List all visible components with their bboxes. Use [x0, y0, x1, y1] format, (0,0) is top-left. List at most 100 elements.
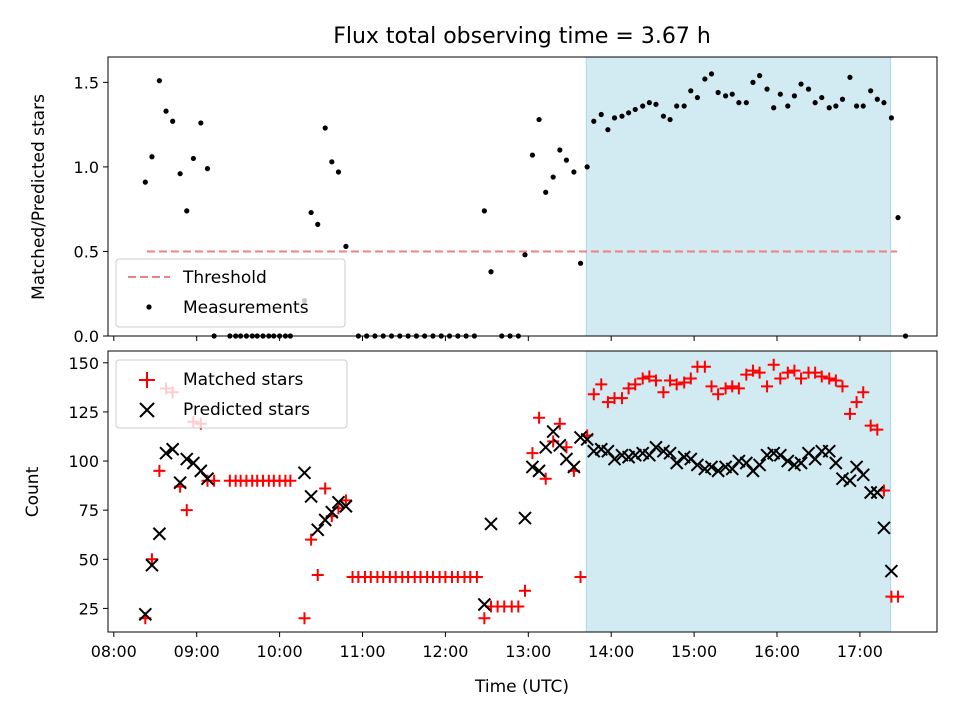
measurement-point	[149, 154, 155, 160]
predicted-stars-point	[704, 460, 719, 474]
measurement-point	[798, 81, 804, 87]
predicted-stars-point	[663, 446, 677, 460]
measurement-point	[619, 113, 625, 119]
measurement-point	[764, 86, 770, 92]
matched-stars-point	[512, 600, 525, 613]
count-y-tick-label: 50	[79, 550, 99, 569]
matched-stars-point	[850, 396, 863, 409]
predicted-stars-point	[311, 523, 325, 537]
count-axes-frame	[107, 350, 938, 633]
predicted-stars-point	[484, 517, 498, 531]
matched-stars-point	[815, 370, 828, 383]
matched-stars-point	[339, 494, 352, 507]
ratio-panel: 0.0 0.5 1.0 1.5 Matched/Predicted stars Thr…	[29, 56, 938, 346]
measurement-point	[791, 93, 798, 99]
measurement-point	[729, 91, 735, 97]
matched-stars-point	[284, 474, 297, 487]
matched-stars-point	[305, 533, 318, 546]
matched-stars-point	[712, 388, 725, 401]
legend-matched-label: Matched stars	[183, 370, 303, 390]
predicted-stars-point	[325, 505, 339, 519]
measurement-point	[591, 118, 597, 124]
measurement-point	[605, 127, 611, 133]
measurement-point	[819, 94, 825, 101]
measurement-point	[736, 100, 742, 106]
measurement-point	[543, 189, 549, 195]
predicted-stars-point	[297, 466, 312, 480]
predicted-stars-point	[546, 424, 560, 439]
predicted-stars-point	[884, 564, 899, 578]
legend-predicted-label: Predicted stars	[183, 400, 310, 420]
matched-stars-point	[153, 464, 166, 477]
matched-stars-point	[705, 380, 718, 393]
measurement-point	[708, 71, 715, 77]
x-axis-label: Time (UTC)	[474, 677, 569, 697]
predicted-stars-point	[781, 454, 795, 468]
matched-stars-point	[719, 382, 732, 395]
matched-stars-point	[732, 382, 745, 395]
matched-stars-point	[311, 569, 324, 582]
legend-predicted-swatch	[139, 402, 155, 418]
x-tick-label: 15:00	[671, 642, 717, 661]
count-y-tick-label: 150	[68, 354, 99, 373]
measurement-point	[723, 93, 729, 99]
measurement-point	[550, 174, 556, 180]
x-tick-label: 17:00	[837, 642, 883, 661]
measurement-point	[563, 157, 570, 163]
measurement-point	[777, 91, 783, 97]
count-y-tick-label: 125	[68, 403, 99, 422]
legend-measurements-swatch	[146, 304, 152, 310]
measurement-point	[860, 103, 866, 109]
chart-title: Flux total observing time = 3.67 h	[333, 24, 711, 49]
measurement-point	[750, 79, 756, 85]
matched-stars-point	[740, 368, 753, 381]
predicted-stars-point	[773, 448, 788, 462]
ratio-y-tick-label: 0.5	[74, 242, 99, 261]
count-y-tick-label: 25	[79, 599, 99, 618]
ratio-y-tick-label: 1.5	[74, 73, 99, 92]
matched-stars-point	[892, 590, 905, 603]
x-tick-label: 12:00	[422, 642, 468, 661]
predicted-stars-point	[152, 527, 167, 541]
x-tick-label: 14:00	[588, 642, 634, 661]
count-y-axis-label: Count	[23, 466, 43, 517]
measurement-point	[826, 105, 832, 111]
predicted-stars-point	[822, 444, 836, 458]
matched-stars-point	[643, 370, 656, 383]
matched-stars-point	[478, 612, 491, 625]
predicted-stars-point	[649, 440, 663, 454]
predicted-stars-point	[138, 607, 153, 622]
matched-stars-point	[547, 435, 560, 448]
predicted-stars-point	[587, 444, 601, 458]
predicted-stars-point	[690, 458, 705, 472]
matched-stars-point	[319, 482, 332, 495]
measurement-point	[557, 147, 563, 153]
predicted-stars-point	[145, 558, 159, 572]
ratio-y-axis-label: Matched/Predicted stars	[29, 94, 49, 300]
measurement-point	[694, 94, 701, 101]
matched-stars-point	[670, 378, 683, 391]
measurement-point	[785, 103, 791, 109]
matched-stars-point	[518, 584, 531, 597]
matched-stars-point	[526, 447, 539, 460]
measurement-point	[584, 164, 590, 170]
matched-stars-point	[615, 392, 628, 405]
predicted-stars-point	[829, 456, 843, 470]
matched-stars-point	[622, 382, 635, 395]
measurement-point	[833, 103, 839, 109]
measurement-point	[632, 106, 638, 113]
ratio-legend: Threshold Measurements	[115, 258, 346, 328]
measurement-point	[674, 103, 680, 109]
matched-stars-point	[601, 396, 614, 409]
predicted-stars-point	[165, 442, 180, 456]
measurement-point	[847, 74, 853, 80]
matched-stars-point	[795, 372, 808, 385]
matched-stars-point	[788, 364, 801, 377]
measurement-point	[868, 88, 874, 94]
measurement-point	[715, 89, 721, 96]
matched-stars-point	[864, 419, 877, 432]
predicted-stars-point	[628, 448, 642, 462]
matched-stars-point	[574, 570, 587, 583]
matched-stars-point	[636, 372, 649, 385]
